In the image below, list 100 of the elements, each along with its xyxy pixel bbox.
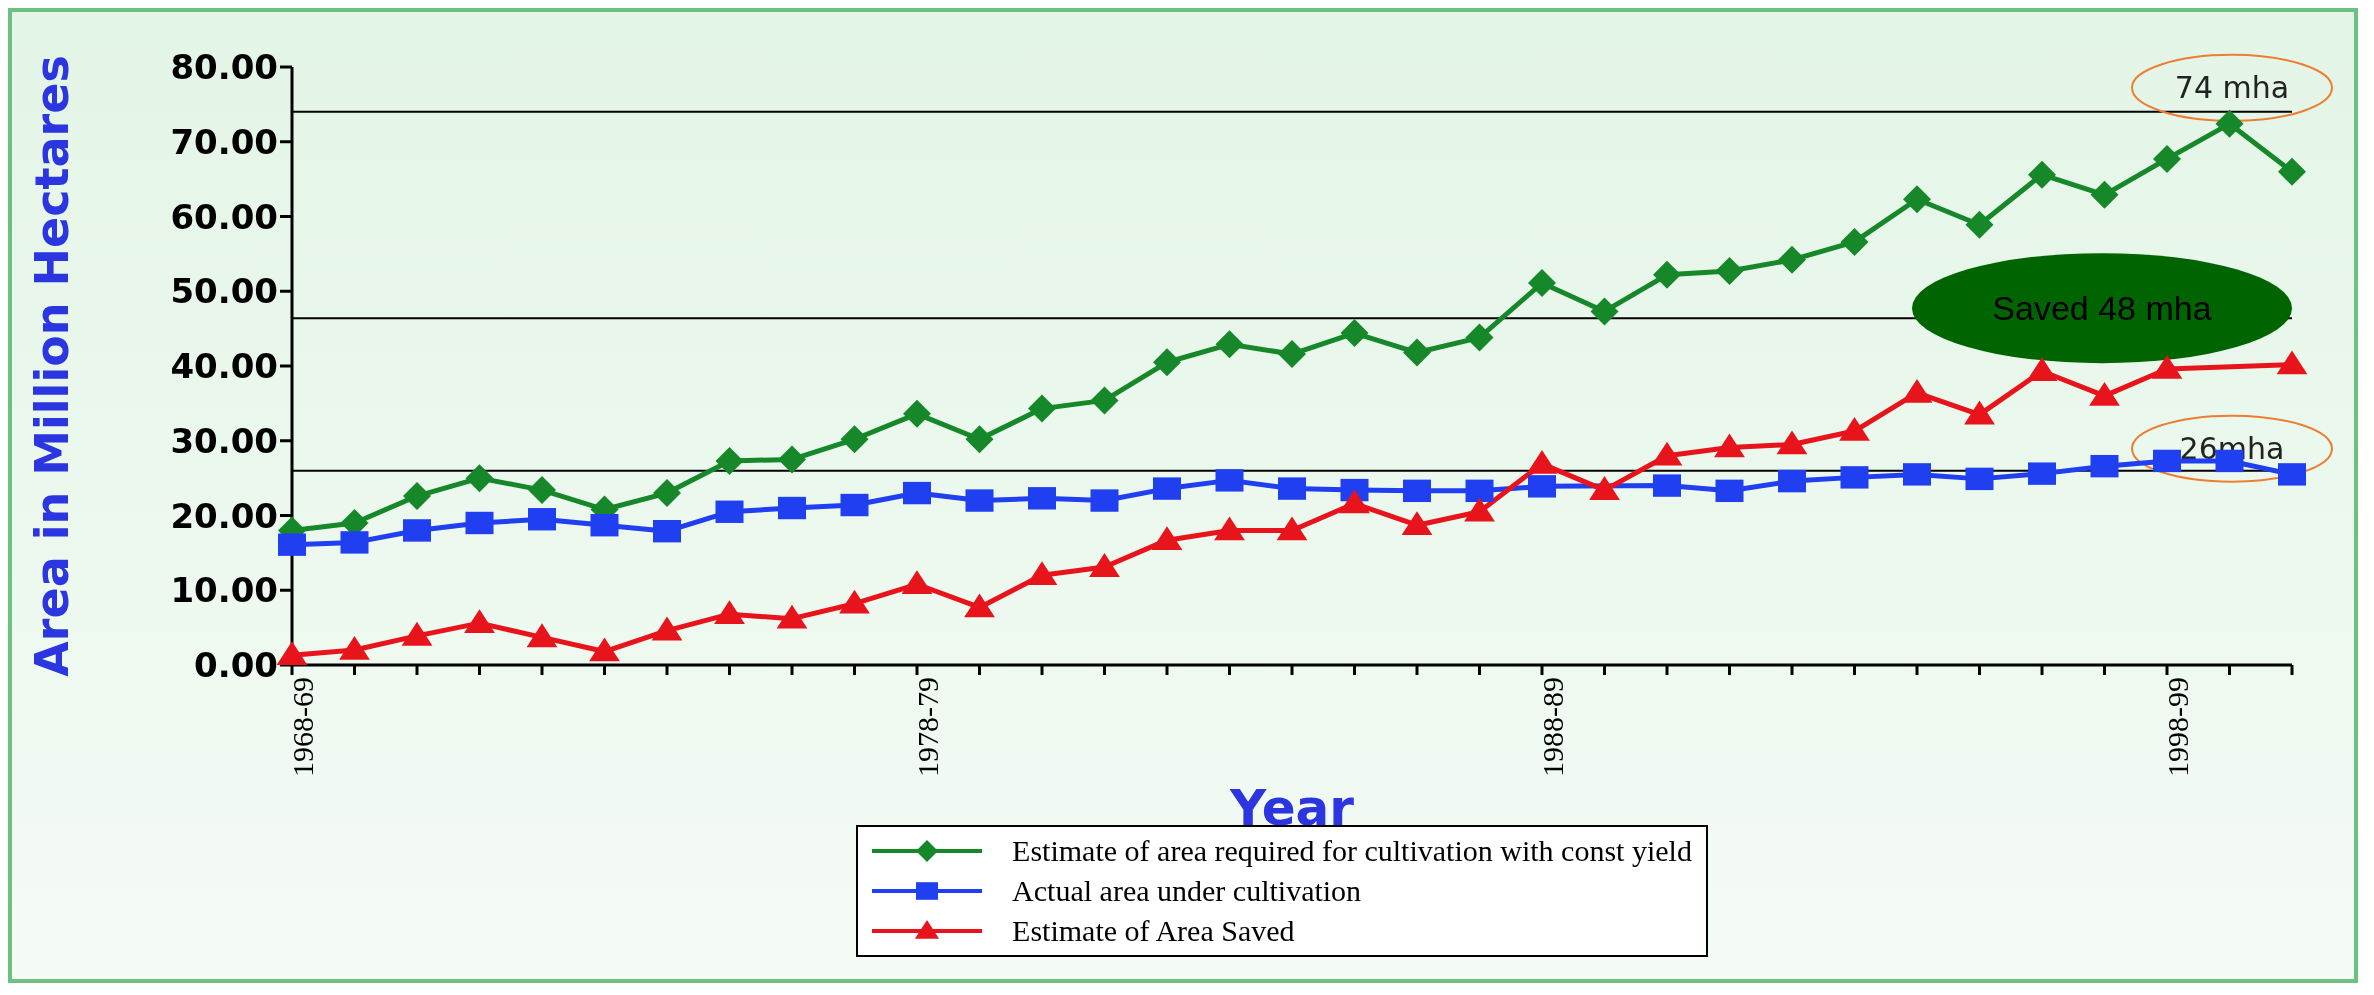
point [528, 508, 556, 531]
point [1276, 516, 1308, 541]
y-tick-label: 20.00 [170, 495, 278, 536]
point [590, 514, 619, 537]
point [1028, 394, 1056, 423]
point [1403, 479, 1431, 503]
point [1528, 269, 1556, 298]
y-tick-label: 10.00 [170, 570, 278, 611]
y-axis-title: Area in Million Hectares [25, 55, 80, 677]
y-tick-label: 50.00 [170, 271, 278, 312]
point [1715, 479, 1744, 503]
point [1214, 516, 1245, 541]
point [528, 476, 556, 505]
point [1840, 466, 1869, 489]
point [465, 511, 494, 535]
point [2276, 350, 2308, 375]
point [1839, 417, 1870, 441]
point [1653, 474, 1681, 497]
y-tick-label: 70.00 [170, 121, 278, 162]
point [1965, 210, 1994, 239]
point [1715, 257, 1744, 286]
point [653, 520, 681, 543]
point [1965, 467, 1994, 491]
point [1901, 378, 1933, 403]
y-tick-label: 80.00 [170, 47, 278, 88]
point [778, 496, 806, 520]
y-tick-label: 30.00 [170, 420, 278, 461]
point [403, 482, 431, 511]
point [1090, 489, 1119, 512]
point [1714, 433, 1745, 458]
y-tick-label: 60.00 [170, 196, 278, 237]
point [1465, 479, 1494, 503]
ref-line-label: 74 mha [2174, 70, 2290, 106]
point [339, 636, 370, 660]
callout-ellipse: Saved 48 mha [1912, 253, 2292, 364]
point [1778, 245, 1806, 274]
y-tick-label: 40.00 [170, 346, 278, 387]
point [464, 609, 495, 633]
point [1215, 469, 1244, 492]
point [526, 623, 558, 648]
point [1028, 487, 1056, 510]
point [1278, 340, 1306, 369]
point [1151, 526, 1183, 550]
point [2026, 357, 2058, 382]
point [1278, 477, 1306, 500]
point [840, 493, 869, 517]
point [1528, 475, 1556, 498]
point [1026, 561, 1058, 586]
point [589, 637, 620, 662]
point [1401, 511, 1433, 536]
point [839, 589, 870, 614]
point [465, 464, 494, 493]
x-tick-label: 1998-99 [2161, 677, 2195, 777]
x-tick-label: 1968-69 [286, 677, 320, 777]
point [2215, 109, 2244, 138]
point [1153, 477, 1181, 500]
point [1589, 476, 1620, 500]
point [2278, 157, 2306, 186]
point [2028, 462, 2056, 485]
point [714, 600, 745, 624]
point [1090, 386, 1119, 415]
point [2153, 144, 2181, 173]
point [1778, 469, 1806, 493]
point [903, 481, 931, 505]
point [1964, 400, 1995, 425]
point [1903, 463, 1931, 486]
point [1903, 185, 1931, 214]
point [965, 489, 994, 512]
point [903, 399, 931, 428]
point [1465, 323, 1494, 352]
point [1339, 489, 1370, 514]
legend-label: Estimate of Area Saved [1012, 913, 1295, 949]
point [2278, 463, 2306, 486]
point [651, 616, 683, 641]
point [1526, 449, 1558, 474]
x-tick-label: 1988-89 [1536, 677, 1570, 777]
point [715, 500, 744, 523]
point [965, 425, 994, 454]
point [403, 519, 431, 542]
point [901, 570, 933, 595]
point [715, 446, 744, 475]
point [776, 604, 808, 629]
point [340, 531, 369, 554]
point [276, 641, 308, 665]
point [1215, 330, 1244, 359]
point [278, 533, 306, 556]
ref-line-label: Saved 48 mha [1992, 289, 2212, 328]
point [1840, 227, 1869, 256]
point [1153, 348, 1181, 377]
legend-label: Actual area under cultivation [1012, 873, 1362, 909]
point [2089, 381, 2120, 406]
point [1403, 338, 1431, 367]
point [2153, 449, 2181, 473]
point [1340, 319, 1369, 348]
point [1651, 441, 1683, 466]
point [401, 621, 433, 646]
point [2090, 454, 2119, 478]
x-tick-label: 1978-79 [911, 677, 945, 777]
point [964, 593, 995, 618]
point [1776, 430, 1808, 455]
